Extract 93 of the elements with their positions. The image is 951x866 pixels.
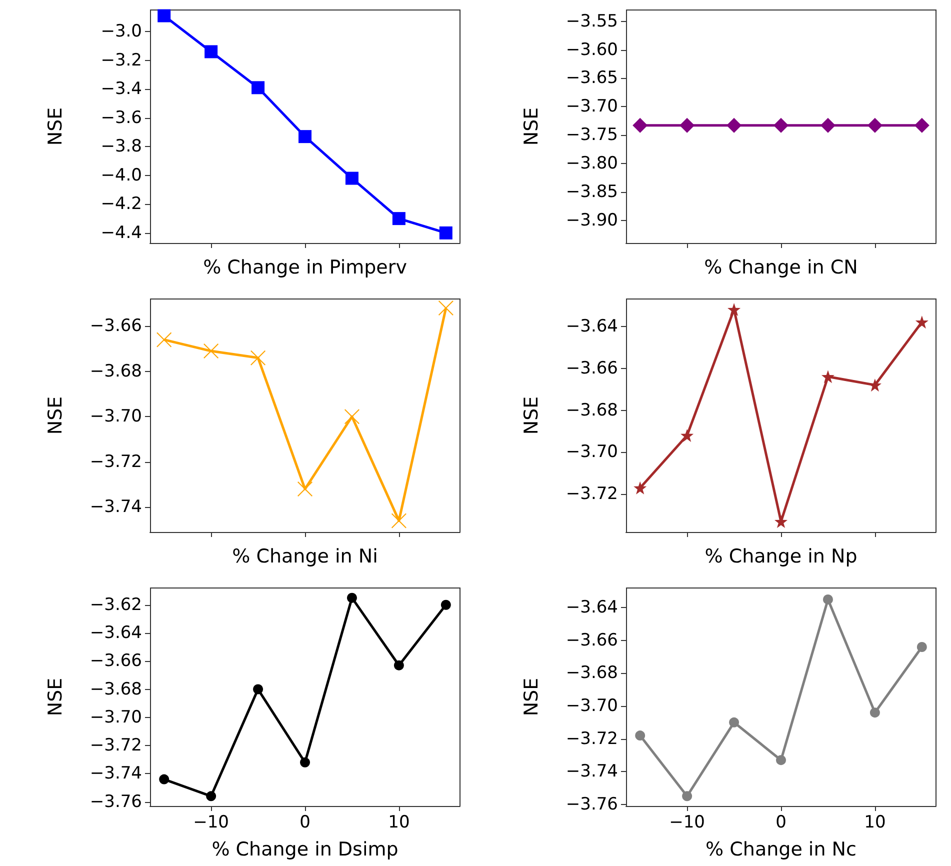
x-axis-title: % Change in Dsimp [212, 838, 398, 860]
y-tick-label: −3.62 [90, 594, 142, 615]
y-tick-label: −3.75 [566, 125, 618, 146]
y-axis-title: NSE [520, 396, 542, 435]
point [438, 300, 454, 316]
y-axis-title: NSE [44, 678, 66, 716]
point [680, 428, 694, 442]
y-tick-label: −3.70 [90, 707, 142, 728]
x-axis-title: % Change in Nc [706, 838, 856, 860]
y-tick-label: −3.70 [566, 442, 618, 462]
y-tick-label: −3.65 [566, 68, 618, 88]
y-tick-label: −3.64 [566, 598, 618, 618]
y-axis-title: NSE [44, 107, 66, 146]
y-tick-label: −3.76 [566, 794, 618, 814]
y-tick-label: −3.72 [90, 736, 142, 756]
y-tick-label: −3.55 [566, 11, 618, 32]
point [728, 302, 741, 316]
x-axis-title: % Change in CN [704, 256, 858, 278]
y-tick-label: −3.72 [90, 452, 142, 472]
point [298, 130, 312, 144]
point [394, 660, 404, 670]
point [870, 708, 880, 718]
point [729, 717, 740, 728]
point [916, 642, 927, 652]
point [300, 757, 310, 768]
x-tick-label: −10 [193, 812, 230, 832]
y-tick-label: −3.68 [90, 679, 142, 700]
y-tick-label: −3.74 [566, 762, 618, 782]
y-axis-title: NSE [44, 396, 66, 435]
y-tick-label: −3.68 [90, 361, 142, 382]
point [774, 515, 788, 528]
y-tick-label: −4.0 [100, 165, 142, 186]
y-axis-title: NSE [520, 678, 542, 716]
y-tick-label: −3.70 [566, 696, 618, 716]
y-tick-label: −3.66 [566, 630, 618, 650]
point [204, 344, 219, 359]
y-tick-label: −3.85 [566, 182, 618, 202]
x-tick-label: 10 [864, 812, 886, 832]
y-tick-label: −3.64 [90, 623, 142, 644]
x-axis-title: % Change in Np [704, 546, 858, 568]
x-tick-label: 10 [388, 812, 410, 832]
x-tick-label: 0 [300, 812, 310, 832]
x-tick-label: −10 [669, 812, 706, 832]
point [159, 774, 170, 784]
y-tick-label: −4.4 [100, 222, 142, 243]
y-tick-label: −3.66 [90, 651, 142, 672]
point [252, 81, 265, 94]
y-tick-label: −3.60 [566, 40, 618, 60]
y-tick-label: −3.66 [90, 316, 142, 336]
y-tick-label: −3.66 [566, 358, 618, 378]
point [250, 350, 266, 366]
point [821, 370, 834, 384]
y-tick-label: −3.70 [90, 406, 142, 427]
y-tick-label: −3.6 [100, 108, 142, 128]
y-tick-label: −3.2 [100, 50, 142, 70]
point [206, 791, 216, 802]
point [392, 212, 406, 226]
x-tick-label: 0 [776, 812, 786, 832]
y-tick-label: −3.8 [100, 136, 142, 157]
point [635, 730, 646, 741]
point [344, 409, 360, 424]
y-tick-label: −3.90 [566, 210, 618, 230]
y-tick-label: −3.72 [566, 728, 618, 749]
y-tick-label: −3.68 [566, 400, 618, 420]
point [391, 513, 406, 528]
y-tick-label: −3.70 [566, 96, 618, 117]
point [345, 172, 358, 185]
y-tick-label: −3.72 [566, 484, 618, 504]
y-tick-label: −3.68 [566, 663, 618, 684]
y-tick-label: −3.80 [566, 153, 618, 174]
point [439, 226, 452, 240]
point [915, 316, 928, 329]
point [682, 791, 692, 802]
point [346, 592, 357, 603]
point [298, 482, 312, 497]
point [440, 600, 451, 610]
point [158, 9, 171, 22]
y-tick-label: −3.76 [90, 792, 142, 812]
point [776, 755, 786, 766]
point [634, 481, 647, 494]
y-axis-title: NSE [520, 107, 542, 146]
y-tick-label: −3.4 [100, 79, 142, 100]
point [204, 45, 218, 58]
point [156, 332, 172, 348]
y-tick-label: −3.64 [566, 316, 618, 336]
x-axis-title: % Change in Pimperv [203, 256, 407, 278]
y-tick-label: −4.2 [100, 194, 142, 214]
point [253, 684, 264, 694]
y-tick-label: −3.74 [90, 497, 142, 518]
x-axis-title: % Change in Ni [232, 546, 378, 568]
y-tick-label: −3.0 [100, 22, 142, 42]
y-tick-label: −3.74 [90, 764, 142, 784]
point [822, 594, 833, 604]
